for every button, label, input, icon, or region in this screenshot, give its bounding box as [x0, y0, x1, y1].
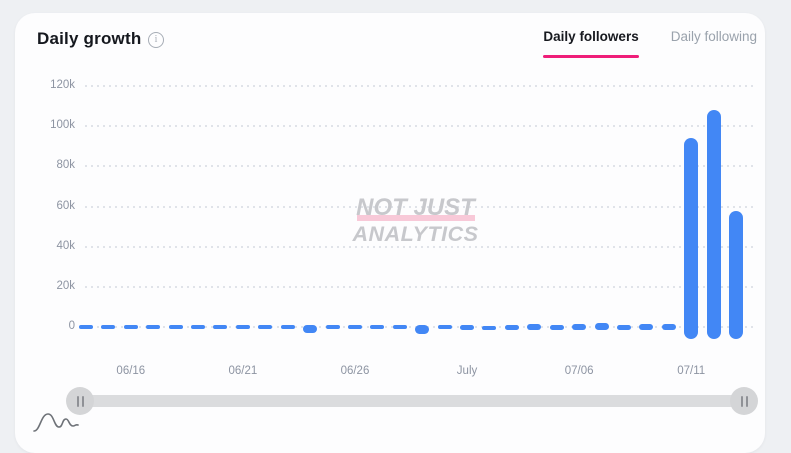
bar-07/04[interactable]: [527, 323, 542, 330]
range-slider-left-handle[interactable]: [66, 387, 94, 415]
tab-daily-followers[interactable]: Daily followers: [543, 29, 639, 58]
page-title: Daily growth: [37, 29, 142, 48]
bar-06/20[interactable]: [213, 325, 228, 329]
bar-06/16[interactable]: [123, 325, 138, 329]
info-circle-icon[interactable]: i: [148, 32, 164, 48]
drag-handle-icon: [76, 395, 79, 407]
range-slider-right-handle[interactable]: [730, 387, 758, 415]
bar-06/17[interactable]: [146, 325, 161, 329]
bar-07/07[interactable]: [594, 323, 609, 330]
gridline: [85, 285, 755, 288]
x-axis-tick-label: July: [456, 365, 478, 377]
gridline: [85, 205, 755, 208]
daily-growth-card: Daily growth i Daily followers Daily fol…: [15, 13, 765, 453]
drag-handle-icon: [740, 395, 743, 407]
bar-06/27[interactable]: [370, 325, 385, 329]
bar-06/23[interactable]: [280, 325, 295, 329]
tab-daily-followers-label: Daily followers: [543, 29, 639, 44]
y-axis-tick-label: 20k: [56, 279, 75, 292]
bar-06/15[interactable]: [101, 325, 116, 329]
bar-07/12[interactable]: [706, 110, 721, 339]
bar-07/02[interactable]: [482, 325, 497, 330]
bar-06/25[interactable]: [325, 325, 340, 329]
bar-07/01[interactable]: [460, 325, 475, 330]
bar-07/06[interactable]: [572, 323, 587, 330]
bar-06/18[interactable]: [168, 325, 183, 329]
gridline: [85, 165, 755, 168]
bar-07/03[interactable]: [504, 324, 519, 330]
x-axis-tick-label: 06/16: [116, 365, 146, 377]
distribution-curve-icon: [33, 413, 79, 432]
tab-daily-following-label: Daily following: [670, 29, 757, 44]
bar-06/29[interactable]: [415, 325, 430, 335]
tab-bar: Daily followers Daily following: [543, 29, 757, 58]
gridline: [85, 85, 755, 87]
bar-07/08[interactable]: [616, 324, 631, 330]
bar-06/21[interactable]: [235, 325, 250, 329]
range-slider-track[interactable]: [80, 395, 744, 407]
bar-06/28[interactable]: [392, 325, 407, 329]
y-axis-tick-label: 80k: [56, 159, 75, 172]
y-axis-tick-label: 40k: [56, 239, 75, 252]
active-tab-underline: [543, 55, 639, 58]
y-axis-tick-label: 60k: [56, 199, 75, 212]
drag-handle-icon: [745, 395, 748, 407]
y-axis-tick-label: 120k: [50, 79, 75, 91]
y-axis-tick-label: 100k: [50, 119, 75, 132]
bar-07/13[interactable]: [729, 210, 743, 339]
bar-07/10[interactable]: [661, 323, 676, 330]
bar-06/24[interactable]: [303, 325, 318, 334]
bar-06/26[interactable]: [347, 325, 362, 329]
bar-06/19[interactable]: [191, 325, 206, 329]
x-axis-tick-label: 07/11: [677, 365, 706, 377]
x-axis-tick-label: 06/21: [228, 365, 258, 377]
x-axis-tick-label: 06/26: [340, 365, 370, 377]
bar-06/14[interactable]: [79, 325, 93, 329]
bar-07/09[interactable]: [639, 323, 654, 330]
gridline: [85, 245, 755, 248]
tab-daily-following[interactable]: Daily following: [671, 29, 757, 58]
y-axis-tick-label: 0: [68, 320, 75, 332]
x-axis-tick-label: 07/06: [564, 365, 594, 377]
bar-06/30[interactable]: [437, 325, 452, 329]
gridline: [85, 125, 755, 128]
bar-07/11[interactable]: [684, 138, 699, 339]
bar-07/05[interactable]: [549, 324, 564, 330]
chart-plot-area: 0 20k 40k 60k 80k 100k 120k 06/16 06/21 06/26 July…: [15, 13, 765, 453]
bar-06/22[interactable]: [258, 325, 273, 329]
drag-handle-icon: [81, 395, 84, 407]
